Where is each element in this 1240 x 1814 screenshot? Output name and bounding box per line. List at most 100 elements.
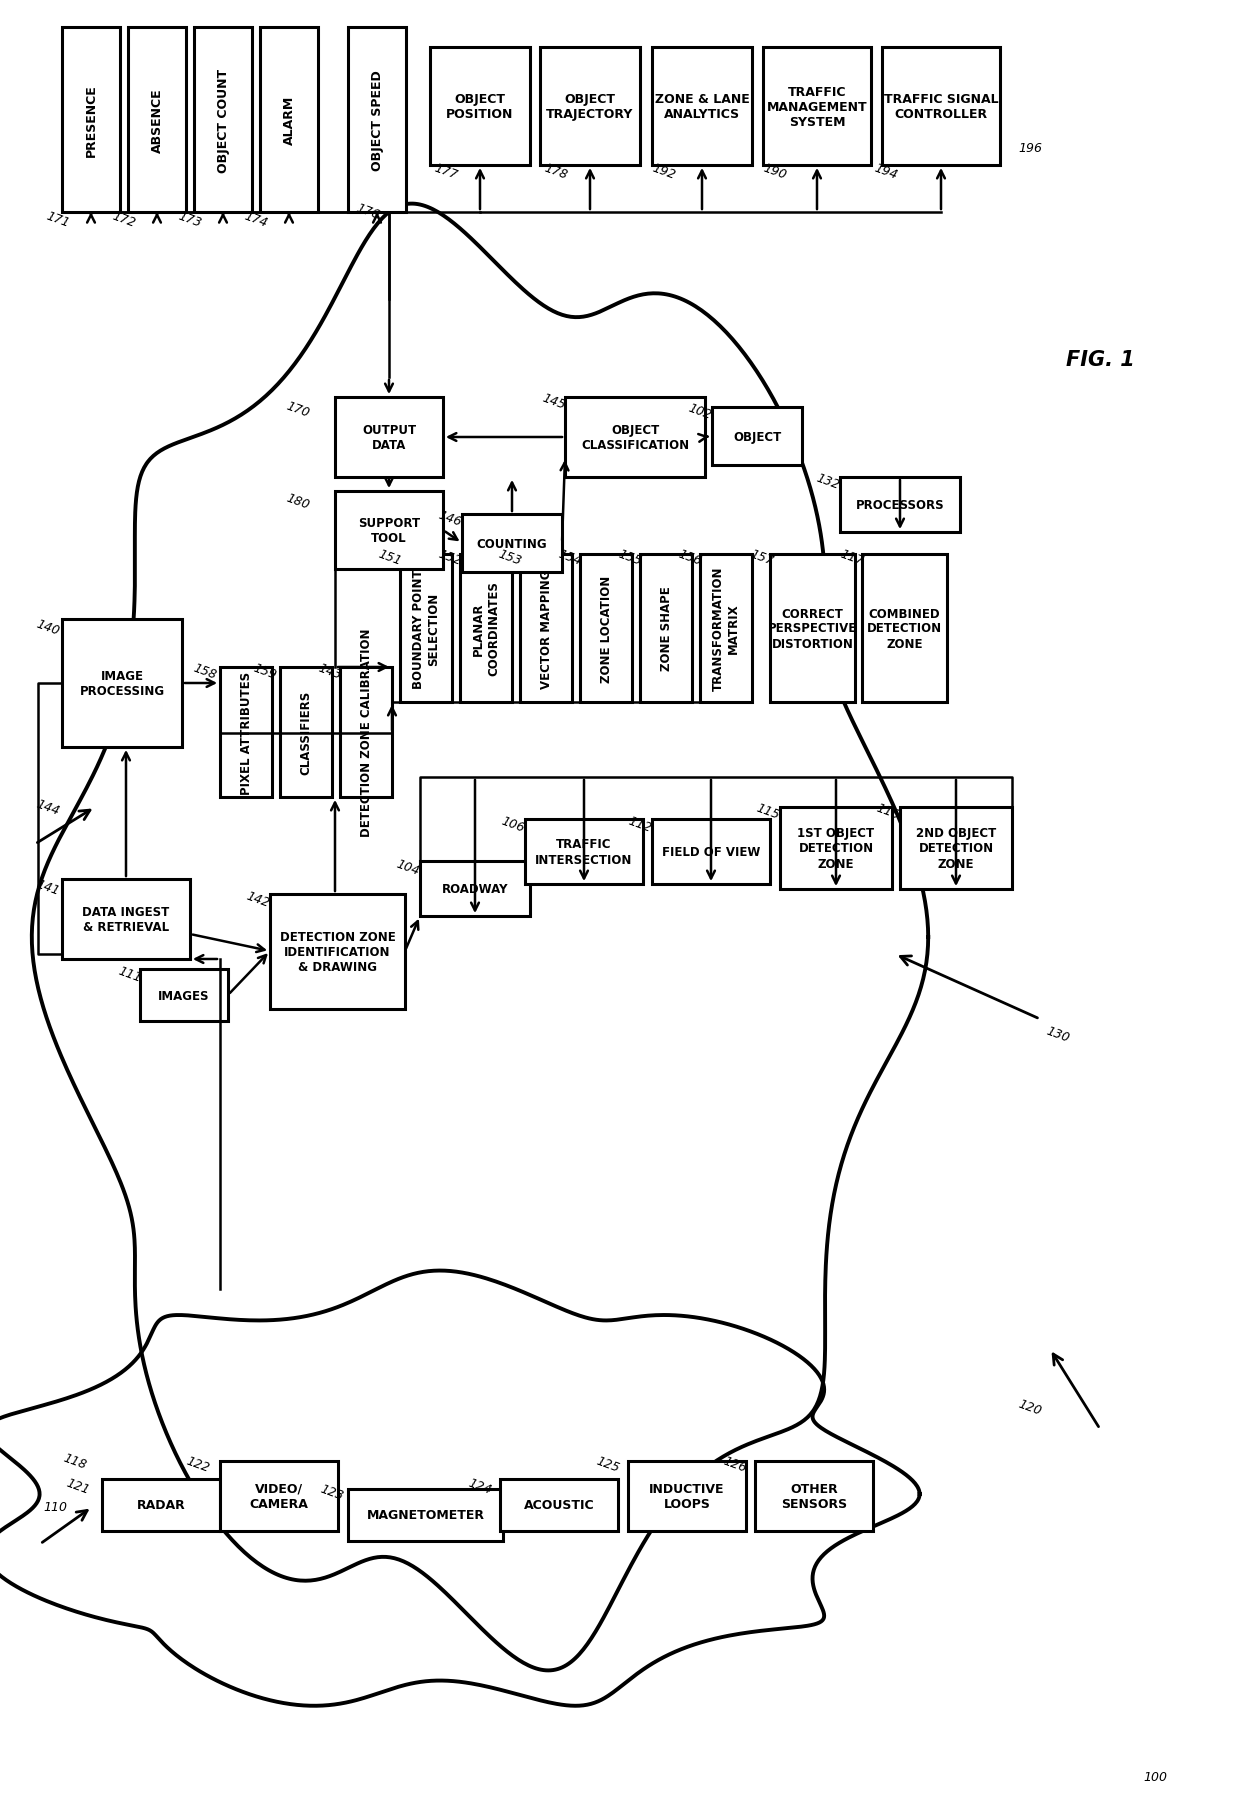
Text: CLASSIFIERS: CLASSIFIERS [300, 691, 312, 775]
Bar [539, 47, 640, 165]
Text: PROCESSORS: PROCESSORS [856, 499, 945, 512]
Bar [62, 880, 190, 960]
Text: OTHER
SENSORS: OTHER SENSORS [781, 1482, 847, 1511]
Text: ABSENCE: ABSENCE [150, 89, 164, 152]
Text: FIG. 1: FIG. 1 [1065, 350, 1135, 370]
Bar [270, 894, 405, 1009]
Text: 170: 170 [284, 399, 311, 421]
Bar [335, 492, 443, 570]
Bar [128, 27, 186, 212]
Text: TRANSFORMATION
MATRIX: TRANSFORMATION MATRIX [712, 566, 740, 691]
Bar [580, 555, 632, 702]
Bar [627, 1462, 746, 1531]
Text: 140: 140 [35, 617, 62, 639]
Text: 146: 146 [436, 508, 464, 530]
Text: VECTOR MAPPING: VECTOR MAPPING [539, 570, 553, 688]
Text: PLANAR
COORDINATES: PLANAR COORDINATES [472, 580, 500, 677]
Text: TRAFFIC SIGNAL
CONTROLLER: TRAFFIC SIGNAL CONTROLLER [884, 93, 998, 122]
Text: FIELD OF VIEW: FIELD OF VIEW [662, 845, 760, 858]
Bar [340, 668, 392, 798]
Bar [712, 408, 802, 466]
Bar [755, 1462, 873, 1531]
Text: 145: 145 [541, 392, 568, 412]
Text: TRAFFIC
INTERSECTION: TRAFFIC INTERSECTION [536, 838, 632, 865]
Bar [900, 807, 1012, 889]
Text: 192: 192 [651, 161, 677, 181]
Text: 126: 126 [722, 1455, 749, 1475]
Text: CORRECT
PERSPECTIVE
DISTORTION: CORRECT PERSPECTIVE DISTORTION [768, 608, 857, 649]
Text: 158: 158 [191, 662, 218, 682]
Bar [193, 27, 252, 212]
Text: INDUCTIVE
LOOPS: INDUCTIVE LOOPS [650, 1482, 724, 1511]
Bar [525, 820, 644, 885]
Text: 180: 180 [284, 492, 311, 512]
Bar [260, 27, 317, 212]
Text: OBJECT
CLASSIFICATION: OBJECT CLASSIFICATION [580, 424, 689, 452]
Text: 171: 171 [45, 210, 72, 230]
Text: ZONE & LANE
ANALYTICS: ZONE & LANE ANALYTICS [655, 93, 749, 122]
Text: OUTPUT
DATA: OUTPUT DATA [362, 424, 417, 452]
Text: 111: 111 [117, 965, 144, 985]
Bar [219, 1462, 339, 1531]
Text: 174: 174 [243, 210, 269, 230]
Text: OBJECT SPEED: OBJECT SPEED [371, 71, 383, 171]
Bar [701, 555, 751, 702]
Bar [780, 807, 892, 889]
Text: 116: 116 [874, 802, 901, 822]
Text: 104: 104 [394, 858, 422, 878]
Bar [500, 1478, 618, 1531]
Text: DETECTION ZONE CALIBRATION: DETECTION ZONE CALIBRATION [360, 628, 372, 836]
Text: 172: 172 [110, 210, 138, 230]
Text: IMAGE
PROCESSING: IMAGE PROCESSING [79, 669, 165, 698]
Bar [348, 27, 405, 212]
Bar [280, 668, 332, 798]
Bar [463, 515, 562, 573]
Bar [460, 555, 512, 702]
Text: 196: 196 [1018, 141, 1042, 154]
Bar [565, 397, 706, 477]
Text: 153: 153 [496, 548, 523, 568]
Bar [839, 477, 960, 533]
Text: ACOUSTIC: ACOUSTIC [523, 1498, 594, 1511]
Text: 143: 143 [316, 662, 343, 682]
Text: 117: 117 [838, 548, 866, 568]
Text: OBJECT: OBJECT [733, 430, 781, 443]
Text: VIDEO/
CAMERA: VIDEO/ CAMERA [249, 1482, 309, 1511]
Text: 122: 122 [185, 1455, 212, 1475]
Text: 118: 118 [62, 1451, 88, 1471]
Text: 106: 106 [500, 814, 527, 834]
Text: BOUNDARY POINT
SELECTION: BOUNDARY POINT SELECTION [412, 570, 440, 689]
Text: 142: 142 [244, 889, 272, 909]
Text: OBJECT COUNT: OBJECT COUNT [217, 69, 229, 172]
Text: RADAR: RADAR [136, 1498, 185, 1511]
Text: 173: 173 [176, 210, 203, 230]
Text: 125: 125 [594, 1455, 621, 1475]
Text: 2ND OBJECT
DETECTION
ZONE: 2ND OBJECT DETECTION ZONE [916, 827, 996, 871]
Bar [640, 555, 692, 702]
Text: 124: 124 [466, 1477, 494, 1497]
Text: IMAGES: IMAGES [159, 989, 210, 1001]
Bar [219, 668, 272, 798]
Text: 176: 176 [355, 201, 382, 221]
Text: COUNTING: COUNTING [476, 537, 547, 550]
Text: SUPPORT
TOOL: SUPPORT TOOL [358, 517, 420, 544]
Text: 151: 151 [377, 548, 403, 568]
Text: 156: 156 [677, 548, 703, 568]
Text: 112: 112 [626, 814, 653, 834]
Text: 190: 190 [761, 161, 789, 181]
Text: 1ST OBJECT
DETECTION
ZONE: 1ST OBJECT DETECTION ZONE [797, 827, 874, 871]
Text: 120: 120 [1017, 1397, 1044, 1417]
Bar [763, 47, 870, 165]
Bar [652, 47, 751, 165]
Polygon shape [0, 1272, 920, 1705]
Text: PIXEL ATTRIBUTES: PIXEL ATTRIBUTES [239, 671, 253, 795]
Text: PRESENCE: PRESENCE [84, 83, 98, 156]
Bar [348, 1489, 503, 1542]
Text: 178: 178 [543, 161, 569, 181]
Text: 177: 177 [433, 161, 460, 181]
Text: 154: 154 [557, 548, 584, 568]
Bar [401, 555, 453, 702]
Bar [430, 47, 529, 165]
Bar [652, 820, 770, 885]
Text: OBJECT
TRAJECTORY: OBJECT TRAJECTORY [547, 93, 634, 122]
